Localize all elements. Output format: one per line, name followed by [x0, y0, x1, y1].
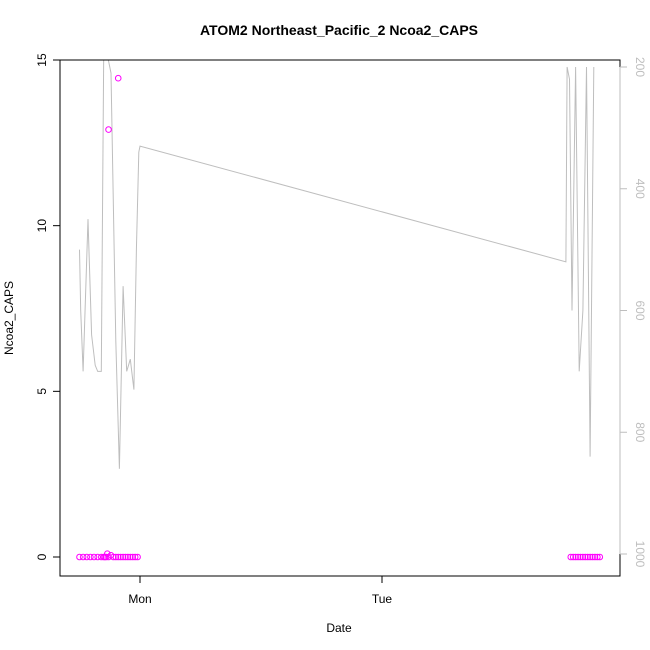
data-point — [112, 553, 120, 561]
data-point — [97, 553, 105, 561]
y-axis-label: Ncoa2_CAPS — [2, 281, 16, 355]
data-point — [131, 553, 139, 561]
y-tick-label: 10 — [35, 219, 49, 233]
data-point — [117, 553, 124, 561]
y-tick-label: 15 — [35, 53, 49, 67]
data-point — [589, 553, 596, 561]
data-point — [567, 553, 575, 561]
data-point — [594, 553, 601, 561]
data-point — [119, 553, 127, 561]
y2-tick-label: 1000 — [633, 541, 647, 568]
data-point — [129, 553, 137, 561]
data-point — [105, 126, 112, 133]
data-point — [114, 553, 122, 561]
data-point — [76, 553, 83, 561]
y-tick-label: 5 — [35, 388, 49, 395]
data-point — [574, 553, 582, 561]
y2-tick-label: 400 — [633, 179, 647, 199]
data-point — [591, 553, 599, 561]
data-point — [79, 553, 87, 561]
x-tick-label: Mon — [128, 592, 151, 606]
data-point — [134, 553, 141, 561]
data-point — [83, 553, 91, 561]
y2-tick-label: 800 — [633, 422, 647, 442]
plot-frame — [59, 59, 621, 577]
data-point — [569, 553, 577, 561]
y2-tick-label: 200 — [633, 57, 647, 77]
data-point — [572, 553, 579, 561]
data-point — [586, 553, 594, 561]
data-point — [104, 550, 111, 557]
x-axis-label: Date — [326, 621, 352, 635]
data-point — [127, 553, 134, 561]
data-point — [90, 553, 98, 561]
data-point — [581, 553, 589, 561]
y-tick-label: 0 — [35, 553, 49, 560]
depth-line — [79, 60, 595, 469]
data-point — [87, 553, 94, 561]
data-point — [110, 553, 117, 561]
data-point — [579, 553, 587, 561]
data-point — [577, 553, 584, 561]
data-point — [114, 74, 122, 82]
data-point — [584, 553, 592, 561]
x-tick-label: Tue — [372, 592, 393, 606]
data-point — [124, 553, 132, 561]
data-point — [122, 553, 129, 561]
chart-title: ATOM2 Northeast_Pacific_2 Ncoa2_CAPS — [200, 22, 478, 38]
data-point — [596, 553, 604, 561]
y2-tick-label: 600 — [633, 300, 647, 320]
